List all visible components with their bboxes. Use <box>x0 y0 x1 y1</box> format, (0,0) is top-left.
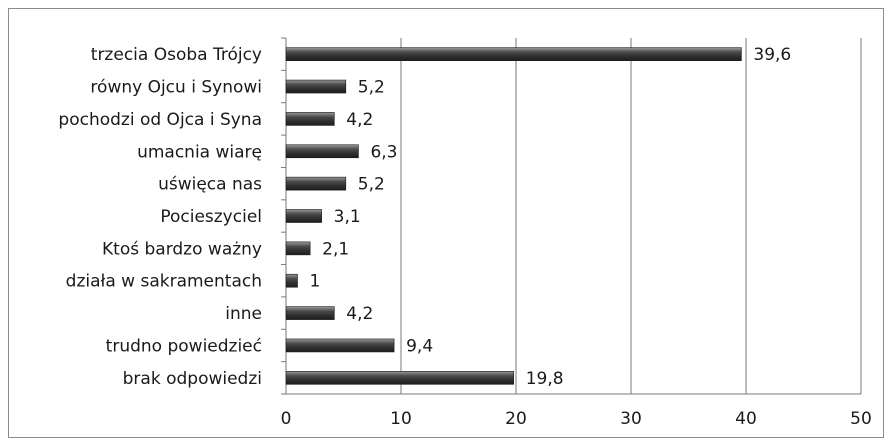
x-tick-label: 0 <box>281 409 292 429</box>
value-label: 2,1 <box>322 239 349 259</box>
category-label: brak odpowiedzi <box>123 369 262 389</box>
x-tick-label: 20 <box>505 409 527 429</box>
value-label: 4,2 <box>346 110 373 130</box>
bar-4 <box>285 176 347 191</box>
value-label: 5,2 <box>358 78 385 98</box>
category-labels: trzecia Osoba Trójcy równy Ojcu i Synowi p… <box>58 45 262 389</box>
chart-frame <box>8 8 884 438</box>
bar-10 <box>285 371 514 385</box>
category-label: inne <box>225 304 262 324</box>
x-tick-label: 30 <box>620 409 642 429</box>
bar-7 <box>285 273 298 288</box>
bar-0 <box>285 47 742 61</box>
category-label: Pocieszyciel <box>160 207 262 227</box>
value-label: 6,3 <box>370 142 397 162</box>
value-label: 9,4 <box>406 336 433 356</box>
gridlines <box>400 38 862 394</box>
category-label: trzecia Osoba Trójcy <box>91 45 262 65</box>
bar-5 <box>285 209 322 223</box>
category-label: umacnia wiarę <box>137 142 262 162</box>
category-label: trudno powiedzieć <box>106 336 262 356</box>
value-label: 19,8 <box>526 369 564 389</box>
bar-6 <box>285 241 311 256</box>
value-labels: 39,6 5,2 4,2 6,3 5,2 3,1 2,11 4,2 9,4 19,8 <box>310 45 792 389</box>
bar-2 <box>285 112 335 126</box>
x-tick-label: 10 <box>390 409 412 429</box>
category-label: uświęca nas <box>158 175 262 195</box>
x-tick-label: 40 <box>735 409 757 429</box>
category-label: równy Ojcu i Synowi <box>90 78 262 98</box>
value-label: 39,6 <box>753 45 791 65</box>
value-label: 4,2 <box>346 304 373 324</box>
value-label: 1 <box>310 272 321 292</box>
value-label: 5,2 <box>358 175 385 195</box>
x-tick-labels: 0 10 20 30 40 50 <box>281 409 872 429</box>
category-label: działa w sakramentach <box>66 272 262 292</box>
category-label: pochodzi od Ojca i Syna <box>58 110 262 130</box>
x-tick-label: 50 <box>850 409 872 429</box>
bar-8 <box>285 306 335 320</box>
bar-3 <box>285 144 359 159</box>
value-label: 3,1 <box>334 207 361 227</box>
bar-9 <box>285 338 395 353</box>
bar-1 <box>285 79 347 94</box>
bars <box>285 47 742 385</box>
category-label: Ktoś bardzo ważny <box>102 239 262 259</box>
